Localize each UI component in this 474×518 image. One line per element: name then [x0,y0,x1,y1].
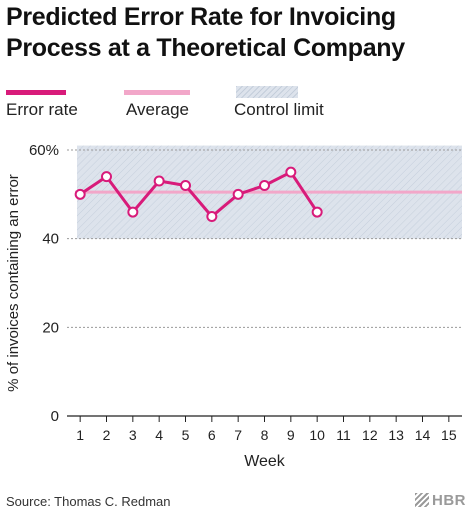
data-point-week-5 [180,179,191,191]
x-tick-label-9: 9 [287,427,295,443]
y-tick-label-20: 20 [42,319,59,336]
x-tick-label-2: 2 [103,427,111,443]
legend-label-control-limit: Control limit [234,100,324,119]
x-tick-label-6: 6 [208,427,216,443]
error-rate-line [79,170,319,218]
axis-labels: % of invoices containing an error Week [5,174,286,470]
x-tick-label-7: 7 [234,427,242,443]
hbr-logo-text: HBR [432,492,466,509]
y-tick-label-40: 40 [42,231,59,248]
data-point-week-6 [206,211,218,222]
legend: Error rate Average Control limit [0,82,474,122]
x-axis: 1 2 3 4 5 6 7 8 9 10 11 12 13 14 15 [67,415,462,443]
hbr-logo: HBR [415,492,466,509]
x-axis-label: Week [244,453,286,470]
chart-title: Predicted Error Rate for Invoicing Proce… [6,3,405,62]
data-point-week-7 [232,188,244,200]
x-tick-label-5: 5 [182,427,190,443]
data-point-week-8 [259,179,270,191]
x-tick-label-15: 15 [441,427,457,443]
y-axis-label: % of invoices containing an error [5,174,22,392]
data-point-week-2 [101,171,112,183]
data-point-week-10 [311,206,323,218]
y-tick-label-60: 60% [29,142,59,159]
hbr-logo-mark-icon [415,493,429,507]
x-tick-label-8: 8 [261,427,269,443]
x-tick-label-10: 10 [309,427,325,443]
x-tick-label-14: 14 [415,427,431,443]
x-tick-label-11: 11 [336,427,351,443]
x-tick-label-13: 13 [388,427,404,443]
series-error-rate [74,166,323,222]
legend-label-error-rate: Error rate [6,100,78,119]
x-tick-label-4: 4 [155,427,163,443]
data-point-week-9 [285,166,297,178]
legend-label-average: Average [126,100,190,119]
legend-swatch-average [124,90,190,95]
data-point-week-4 [153,175,165,187]
x-tick-label-3: 3 [129,427,137,443]
legend-swatch-error-rate [6,90,66,95]
legend-swatch-control-limit [236,86,298,98]
gridlines: 0 20 40 60% [29,142,462,425]
data-point-week-1 [74,188,86,200]
x-tick-label-1: 1 [76,427,84,443]
data-point-week-3 [127,206,139,218]
source-note: Source: Thomas C. Redman [6,494,171,509]
y-tick-label-0: 0 [51,408,59,425]
x-tick-label-12: 12 [362,427,378,443]
